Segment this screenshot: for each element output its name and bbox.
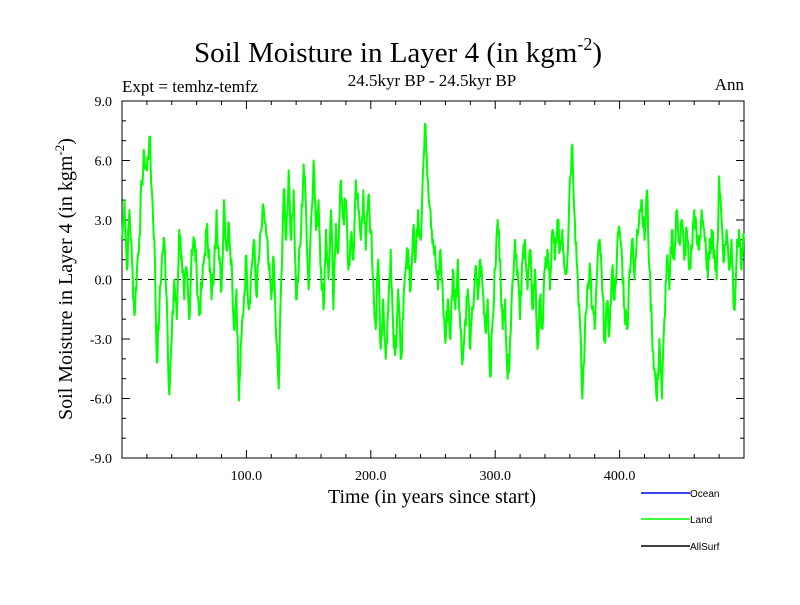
experiment-label: Expt = temhz-temfz — [122, 77, 259, 96]
y-axis-label-superscript: -2 — [52, 145, 67, 156]
x-tick-label: 100.0 — [231, 469, 263, 484]
legend-label-land: Land — [690, 515, 712, 526]
y-axis-label-main: Soil Moisture in Layer 4 (in kgm — [55, 155, 77, 420]
legend-label-allsurf: AllSurf — [690, 542, 720, 553]
y-tick-label: -6.0 — [90, 393, 112, 408]
chart-subtitle: 24.5kyr BP - 24.5kyr BP — [348, 71, 516, 90]
legend-label-ocean: Ocean — [690, 489, 719, 500]
y-axis-label-close: ) — [55, 138, 77, 145]
chart-title-superscript: -2 — [577, 34, 592, 54]
chart-title: Soil Moisture in Layer 4 (in kgm-2) — [194, 34, 602, 69]
y-tick-label: 0.0 — [95, 274, 113, 289]
y-tick-label: 6.0 — [95, 155, 113, 170]
x-axis-ticks: 100.0 200.0 300.0 400.0 — [146, 101, 720, 484]
legend: Ocean Land AllSurf — [641, 489, 720, 553]
y-axis-label: Soil Moisture in Layer 4 (in kgm-2) — [52, 138, 77, 420]
chart-title-close: ) — [592, 37, 602, 69]
y-tick-label: 3.0 — [95, 214, 113, 229]
y-tick-label: 9.0 — [95, 95, 113, 110]
x-axis-label: Time (in years since start) — [328, 486, 536, 508]
y-axis-ticks: 9.0 6.0 3.0 0.0 -3.0 -6.0 -9.0 — [90, 95, 744, 467]
chart-title-main: Soil Moisture in Layer 4 (in kgm — [194, 37, 578, 69]
y-tick-label: -3.0 — [90, 333, 112, 348]
x-tick-label: 400.0 — [604, 469, 636, 484]
y-tick-label: -9.0 — [90, 452, 112, 467]
land-series-line — [121, 122, 745, 402]
season-label: Ann — [715, 75, 745, 94]
x-tick-label: 200.0 — [355, 469, 387, 484]
x-tick-label: 300.0 — [479, 469, 511, 484]
